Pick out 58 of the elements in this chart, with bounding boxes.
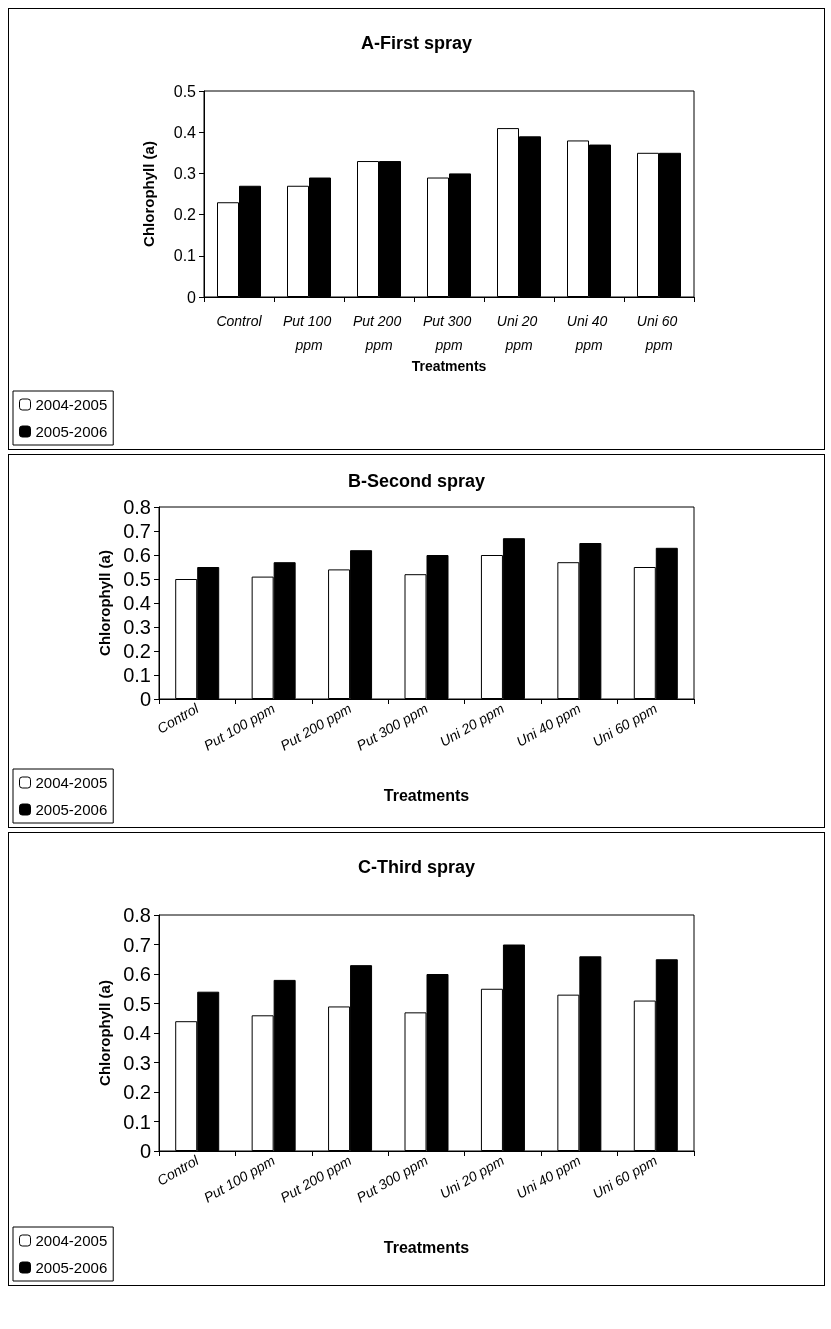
x-tick-label: Uni 60 ppm: [636, 313, 682, 353]
x-tick-label: Uni 60 ppm: [589, 1152, 660, 1202]
y-tick-label: 0.2: [123, 640, 151, 662]
x-axis-title: Treatments: [383, 786, 470, 804]
y-axis-title: Chlorophyll (a): [140, 141, 157, 247]
legend-label: 2004-2005: [35, 774, 108, 791]
y-tick-label: 0.3: [123, 1051, 151, 1074]
y-tick-label: 0: [139, 1140, 151, 1162]
x-tick-label: Put 100 ppm: [282, 313, 336, 353]
x-tick-label: Uni 40 ppm: [566, 313, 612, 353]
y-tick-label: 0.1: [123, 664, 151, 686]
chart-title: A-First spray: [360, 33, 473, 53]
x-tick-label: Uni 20 ppm: [436, 700, 507, 750]
y-tick-label: 0.8: [123, 496, 151, 518]
x-tick-label: Put 300 ppm: [353, 700, 431, 754]
y-tick-label: 0.5: [173, 82, 197, 100]
chart-title: C-Third spray: [357, 857, 476, 877]
y-tick-label: 0.4: [123, 592, 151, 614]
x-tick-label: Uni 60 ppm: [589, 700, 660, 750]
y-axis-title: Chlorophyll (a): [96, 550, 114, 656]
y-tick-label: 0.5: [123, 992, 151, 1015]
y-tick-label: 0.7: [123, 520, 151, 542]
legend-label: 2005-2006: [35, 423, 108, 440]
x-tick-label: Put 100 ppm: [200, 1152, 278, 1206]
x-tick-label: Put 300 ppm: [353, 1152, 431, 1206]
legend-label: 2005-2006: [35, 1259, 108, 1276]
y-tick-label: 0.8: [123, 904, 151, 926]
legend-label: 2004-2005: [35, 1232, 108, 1249]
y-tick-label: 0.7: [123, 933, 151, 956]
x-tick-label: Put 200 ppm: [277, 700, 355, 754]
x-tick-label: Put 100 ppm: [200, 700, 278, 754]
y-tick-label: 0.2: [123, 1081, 151, 1103]
x-axis-title: Treatments: [411, 358, 487, 374]
y-tick-label: 0.6: [123, 544, 151, 566]
y-axis-title: Chlorophyll (a): [96, 980, 114, 1086]
x-tick-label: Uni 20 ppm: [496, 313, 542, 353]
y-tick-label: 0.6: [123, 963, 151, 985]
x-tick-label: Uni 40 ppm: [513, 700, 584, 750]
x-tick-label: Uni 40 ppm: [513, 1152, 584, 1202]
x-axis-title: Treatments: [383, 1238, 470, 1256]
legend-label: 2005-2006: [35, 801, 108, 818]
y-tick-label: 0.3: [173, 164, 197, 182]
x-tick-label: Control: [216, 313, 263, 329]
y-tick-label: 0.4: [123, 1022, 151, 1044]
y-tick-label: 0.2: [173, 206, 197, 224]
y-tick-label: 0: [187, 288, 197, 306]
y-tick-label: 0.3: [123, 616, 151, 638]
y-tick-label: 0: [139, 688, 151, 710]
chart-title: B-Second spray: [347, 471, 486, 491]
y-tick-label: 0.4: [173, 123, 197, 141]
y-tick-label: 0.1: [123, 1110, 151, 1133]
y-tick-label: 0.5: [123, 568, 151, 590]
x-tick-label: Put 200 ppm: [352, 313, 406, 353]
legend-label: 2004-2005: [35, 396, 108, 413]
x-tick-label: Put 300 ppm: [422, 313, 476, 353]
y-tick-label: 0.1: [173, 247, 197, 265]
x-tick-label: Put 200 ppm: [277, 1152, 355, 1206]
x-tick-label: Uni 20 ppm: [436, 1152, 507, 1202]
